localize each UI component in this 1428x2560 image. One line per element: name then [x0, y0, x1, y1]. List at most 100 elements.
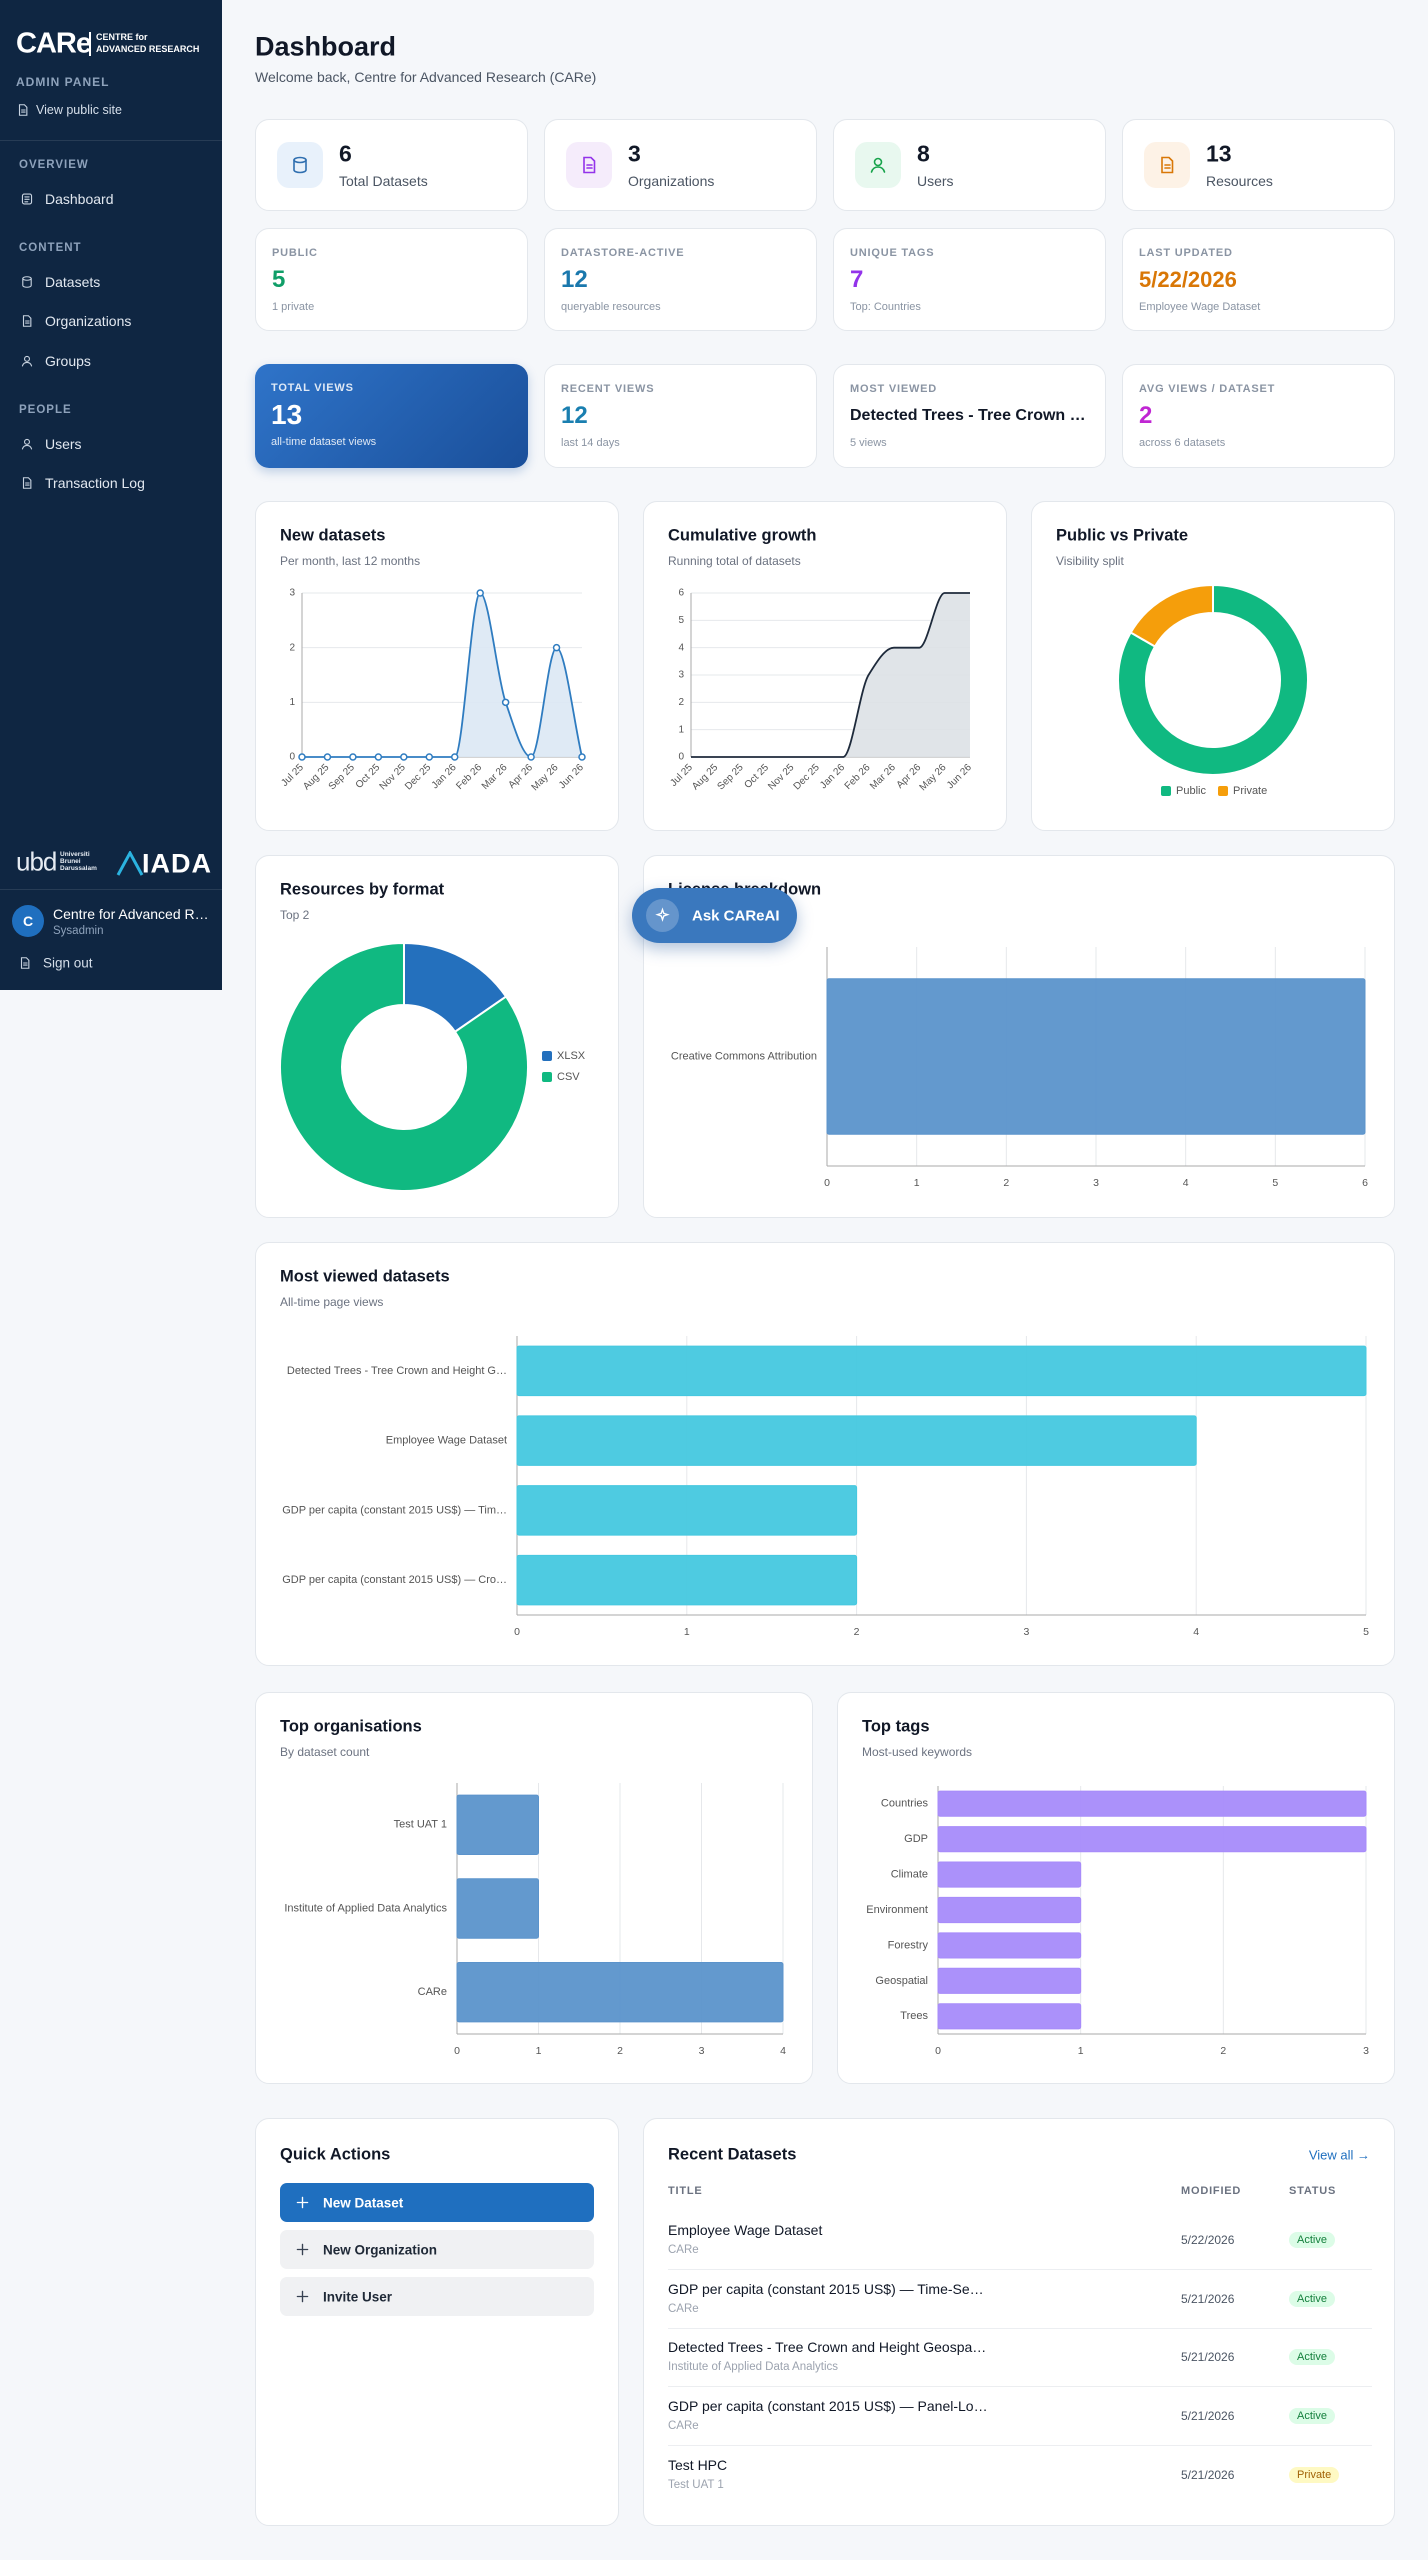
y-tick-label: Trees	[900, 2010, 928, 2022]
quick-action-button[interactable]: Invite User	[280, 2277, 594, 2316]
y-tick-label: GDP	[904, 1833, 928, 1845]
y-tick-label: Detected Trees - Tree Crown and Height G…	[287, 1365, 507, 1377]
x-tick-label: 0	[514, 1626, 520, 1638]
sign-out[interactable]: Sign out	[12, 951, 132, 975]
quick-actions-card: Quick Actions New Dataset New Organization…	[255, 2118, 619, 2526]
x-tick-label: Aug 25	[301, 762, 331, 792]
chart-title: Most viewed datasets	[280, 1267, 450, 1286]
stat-icon	[277, 142, 323, 188]
icon	[296, 2290, 309, 2303]
legend-label: CSV	[557, 1071, 580, 1083]
nav-item[interactable]: Dashboard	[10, 183, 212, 215]
chart-subtitle: Running total of datasets	[668, 554, 801, 568]
brand: CARe	[16, 27, 92, 60]
nav-item[interactable]: Organizations	[10, 305, 212, 337]
y-tick-label: 0	[678, 752, 684, 763]
view-all-link[interactable]: View all →	[1308, 2147, 1370, 2163]
dataset-title[interactable]: GDP per capita (constant 2015 US$) — Tim…	[668, 2280, 984, 2297]
stat-label: Resources	[1206, 173, 1273, 189]
x-tick-label: 3	[1093, 1177, 1099, 1189]
metric-card: TOTAL VIEWS 13 all-time dataset views	[255, 364, 528, 468]
y-tick-label: 1	[289, 697, 295, 708]
dataset-title[interactable]: Employee Wage Dataset	[668, 2222, 823, 2238]
nav-item[interactable]: Groups	[10, 345, 212, 377]
point	[578, 753, 586, 761]
legend-label: XLSX	[557, 1050, 586, 1062]
dataset-title[interactable]: GDP per capita (constant 2015 US$) — Pan…	[668, 2398, 988, 2415]
y-tick-label: 6	[678, 588, 684, 599]
y-tick-label: GDP per capita (constant 2015 US$) — Tim…	[282, 1504, 507, 1516]
quick-action-button[interactable]: New Dataset	[280, 2183, 594, 2222]
icon	[296, 2243, 309, 2256]
icon-shape	[22, 315, 32, 327]
column-header: MODIFIED	[1181, 2185, 1242, 2197]
metric-label: PUBLIC	[272, 247, 318, 259]
point	[323, 753, 332, 761]
dataset-org: Institute of Applied Data Analytics	[668, 2361, 839, 2374]
bar	[456, 1878, 539, 1939]
y-tick-label: Environment	[866, 1904, 928, 1916]
x-tick-label: 3	[1363, 2045, 1369, 2057]
y-tick-label: Forestry	[888, 1939, 929, 1951]
column-header: TITLE	[668, 2185, 703, 2197]
icon-shape	[23, 438, 31, 445]
line	[691, 592, 971, 758]
x-tick-label: Feb 26	[454, 762, 484, 792]
chart-title: Top tags	[862, 1717, 930, 1736]
dataset-title[interactable]: Detected Trees - Tree Crown and Height G…	[668, 2339, 987, 2356]
dataset-org: Test UAT 1	[668, 2478, 724, 2491]
nav-item[interactable]: Users	[10, 428, 212, 460]
y-tick-label: Climate	[891, 1868, 928, 1880]
metric-card: RECENT VIEWS 12 last 14 days	[544, 364, 817, 468]
public-link[interactable]: View public site	[14, 98, 154, 122]
assistant-button[interactable]: Ask CAReAI	[632, 888, 797, 943]
icon-shape	[24, 196, 30, 203]
chart-card: 0 1 2 3 4 Test UAT 1 Institute of Applied Data…	[255, 1692, 813, 2084]
x-tick-label: 5	[1272, 1177, 1278, 1189]
public-link-label: View public site	[36, 103, 122, 117]
metric-value: 5/22/2026	[1139, 267, 1237, 292]
chart-card: 0 1 2 3 Jul 25 Aug 25 Sep 25 Oct 25 Nov 25 Dec 25…	[255, 501, 619, 831]
y-tick-label: 2	[289, 642, 295, 653]
y-tick-label: 1	[678, 724, 684, 735]
stat-card: 8 Users	[833, 119, 1106, 211]
dataset-title[interactable]: Test HPC	[668, 2456, 728, 2473]
point	[552, 643, 561, 652]
dataset-modified: 5/21/2026	[1181, 2291, 1235, 2306]
assistant-label: Ask CAReAI	[692, 907, 780, 924]
chart: 0 1 2 3 4 Test UAT 1 Institute of Applied Data…	[284, 1783, 786, 2057]
status-badge: Active	[1289, 2290, 1335, 2307]
icon-shape	[293, 156, 307, 164]
nav-item[interactable]: Datasets	[10, 266, 212, 298]
quick-action-label: Invite User	[323, 2289, 393, 2304]
x-tick-label: Dec 25	[403, 762, 433, 792]
x-tick-label: Dec 25	[792, 762, 822, 792]
x-tick-label: Nov 25	[378, 762, 408, 792]
chart: Public Private	[1117, 583, 1309, 797]
stat-card: 6 Total Datasets	[255, 119, 528, 211]
chart-card: Public Private Public vs Private Visibility…	[1031, 501, 1395, 831]
metric-note: 5 views	[850, 437, 887, 449]
x-tick-label: Sep 25	[327, 762, 357, 792]
x-tick-label: 6	[1362, 1177, 1368, 1189]
icon-shape	[1161, 156, 1174, 174]
y-tick-label: 3	[678, 670, 684, 681]
x-tick-label: 2	[617, 2045, 623, 2057]
x-tick-label: 2	[1003, 1177, 1009, 1189]
metric-value: 5	[272, 266, 286, 293]
quick-action-button[interactable]: New Organization	[280, 2230, 594, 2269]
bar	[937, 1826, 1367, 1853]
brand-divider	[89, 32, 91, 56]
point	[450, 753, 459, 761]
point	[425, 753, 434, 761]
nav-item[interactable]: Transaction Log	[10, 467, 212, 499]
metric-note: Top: Countries	[850, 301, 921, 313]
icon-shape	[655, 907, 670, 922]
y-tick-label: Countries	[881, 1798, 929, 1810]
stat-card: 3 Organizations	[544, 119, 817, 211]
row-divider	[668, 2269, 1372, 2270]
nav-item-label: Organizations	[45, 313, 132, 329]
user-name: Centre for Advanced R…	[53, 906, 209, 922]
card-title: Quick Actions	[280, 2145, 391, 2164]
brand-tagline: ADVANCED RESEARCH	[96, 44, 200, 54]
